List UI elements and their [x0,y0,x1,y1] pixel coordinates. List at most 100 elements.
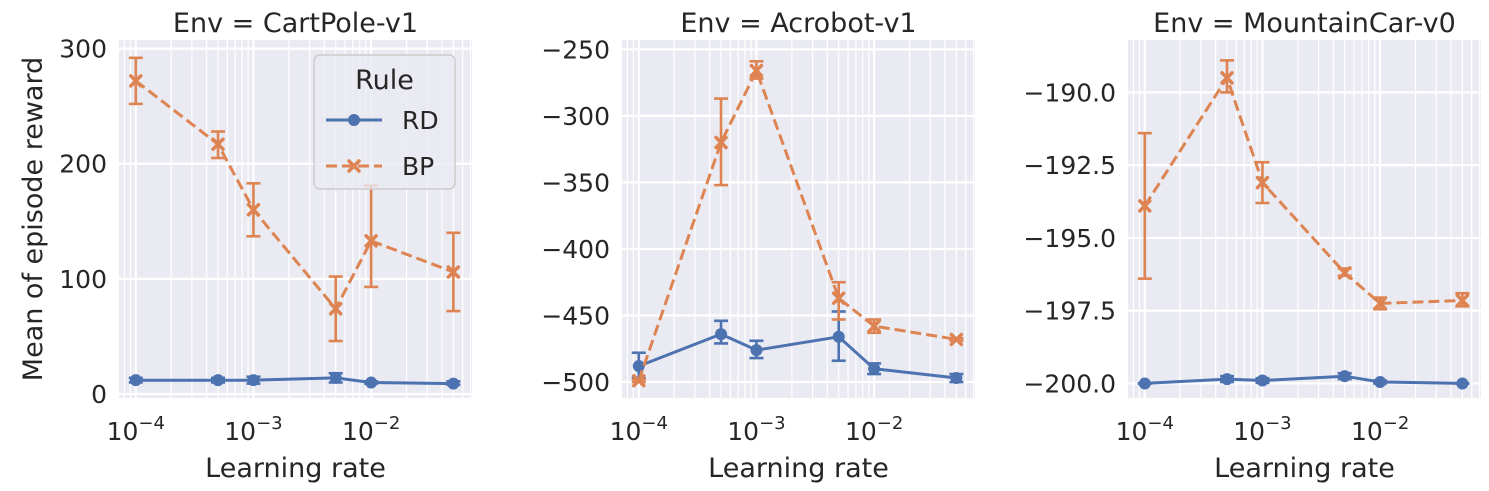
error-bar [831,280,846,321]
data-point [247,374,260,387]
y-tick-label: −192.5 [1023,151,1116,180]
x-tick-base: 10 [727,417,759,446]
y-tick-label: −190.0 [1023,78,1116,107]
x-tick-base: 10 [1233,417,1265,446]
data-point [129,374,142,387]
data-point [212,374,225,387]
y-tick-label: −300 [541,102,610,131]
data-point [1337,266,1352,280]
x-tick-base: 10 [610,417,642,446]
x-tick-exponent: −2 [1383,413,1410,434]
series-line [134,79,454,312]
x-tick-base: 10 [845,417,877,446]
x-tick-label: 10−4 [610,413,668,446]
data-point [1373,296,1387,311]
x-tick-exponent: −3 [759,413,786,434]
data-point [949,332,964,347]
y-tick-label: 100 [59,265,107,294]
y-tick-label: −250 [541,35,610,64]
data-point [632,373,646,388]
major-gridlines [622,40,975,398]
series-line [637,66,957,382]
data-point [1455,293,1470,308]
data-point [446,265,461,279]
data-point [364,234,378,248]
minor-gridlines [626,40,975,398]
x-tick-base: 10 [224,417,256,446]
subplot-mountaincar: −200.0−197.5−195.0−192.5−190.010−4 10−3 10… [1023,8,1481,484]
x-axis-label: Learning rate [205,453,386,484]
x-tick-exponent: −3 [1265,413,1292,434]
y-tick-label: 0 [91,380,107,409]
y-tick-label: −195.0 [1023,224,1116,253]
plot-area [622,40,975,398]
data-point [749,63,764,78]
data-point [329,371,342,384]
chart-title: Env = CartPole-v1 [173,8,418,39]
legend: Rule RD BP [313,54,456,190]
data-point [1256,374,1269,387]
data-point [831,291,846,305]
data-point [950,372,963,385]
legend-title: Rule [355,65,414,96]
x-tick-label: 10−4 [1116,413,1174,446]
data-point [1456,377,1469,390]
data-point [328,302,343,316]
data-point [714,135,728,150]
data-point [1221,373,1234,386]
x-tick-base: 10 [1351,417,1383,446]
data-point [211,137,225,151]
minor-gridlines [1132,40,1481,398]
chart-title: Env = Acrobot-v1 [680,8,916,39]
legend-box [313,54,456,190]
data-point [1338,370,1351,383]
minor-gridlines [123,40,472,398]
legend-label: BP [402,152,434,181]
x-tick-base: 10 [1116,417,1148,446]
series-bp [1137,59,1470,311]
x-tick-exponent: −4 [1147,413,1174,434]
series-line [135,376,454,386]
series-rd [128,371,461,390]
x-tick-base: 10 [107,417,139,446]
x-tick-exponent: −4 [138,413,165,434]
data-point [1138,199,1152,213]
x-axis-label: Learning rate [1214,453,1395,484]
chart-title: Env = MountainCar-v0 [1153,8,1456,39]
data-point [750,344,763,357]
y-tick-label: 200 [59,150,107,179]
x-tick-label: 10−4 [107,413,165,446]
y-tick-label: −400 [541,235,610,264]
x-tick-label: 10−3 [727,413,785,446]
x-tick-label: 10−2 [342,413,400,446]
x-tick-label: 10−2 [845,413,903,446]
data-point [129,74,143,88]
x-axis-label: Learning rate [708,453,889,484]
x-tick-exponent: −4 [641,413,668,434]
data-point [832,330,845,343]
series-bp [128,56,461,343]
x-tick-exponent: −3 [256,413,283,434]
y-tick-label: −350 [541,168,610,197]
data-point [1374,375,1387,388]
series-rd [1137,370,1470,390]
data-point [1138,377,1151,390]
x-tick-exponent: −2 [374,413,401,434]
legend-marker [348,114,360,126]
y-tick-label: −197.5 [1023,297,1116,326]
series-line [1143,74,1463,305]
data-point [246,203,261,217]
y-axis-label: Mean of episode reward [18,57,49,381]
data-point [1220,71,1234,85]
y-tick-label: −200.0 [1023,369,1116,398]
data-point [632,360,645,373]
legend-marker [347,159,361,173]
data-point [867,319,881,333]
legend-label: RD [402,106,439,135]
series-bp [631,59,964,388]
x-tick-exponent: −2 [877,413,904,434]
data-point [365,376,378,389]
y-tick-label: −450 [541,301,610,330]
